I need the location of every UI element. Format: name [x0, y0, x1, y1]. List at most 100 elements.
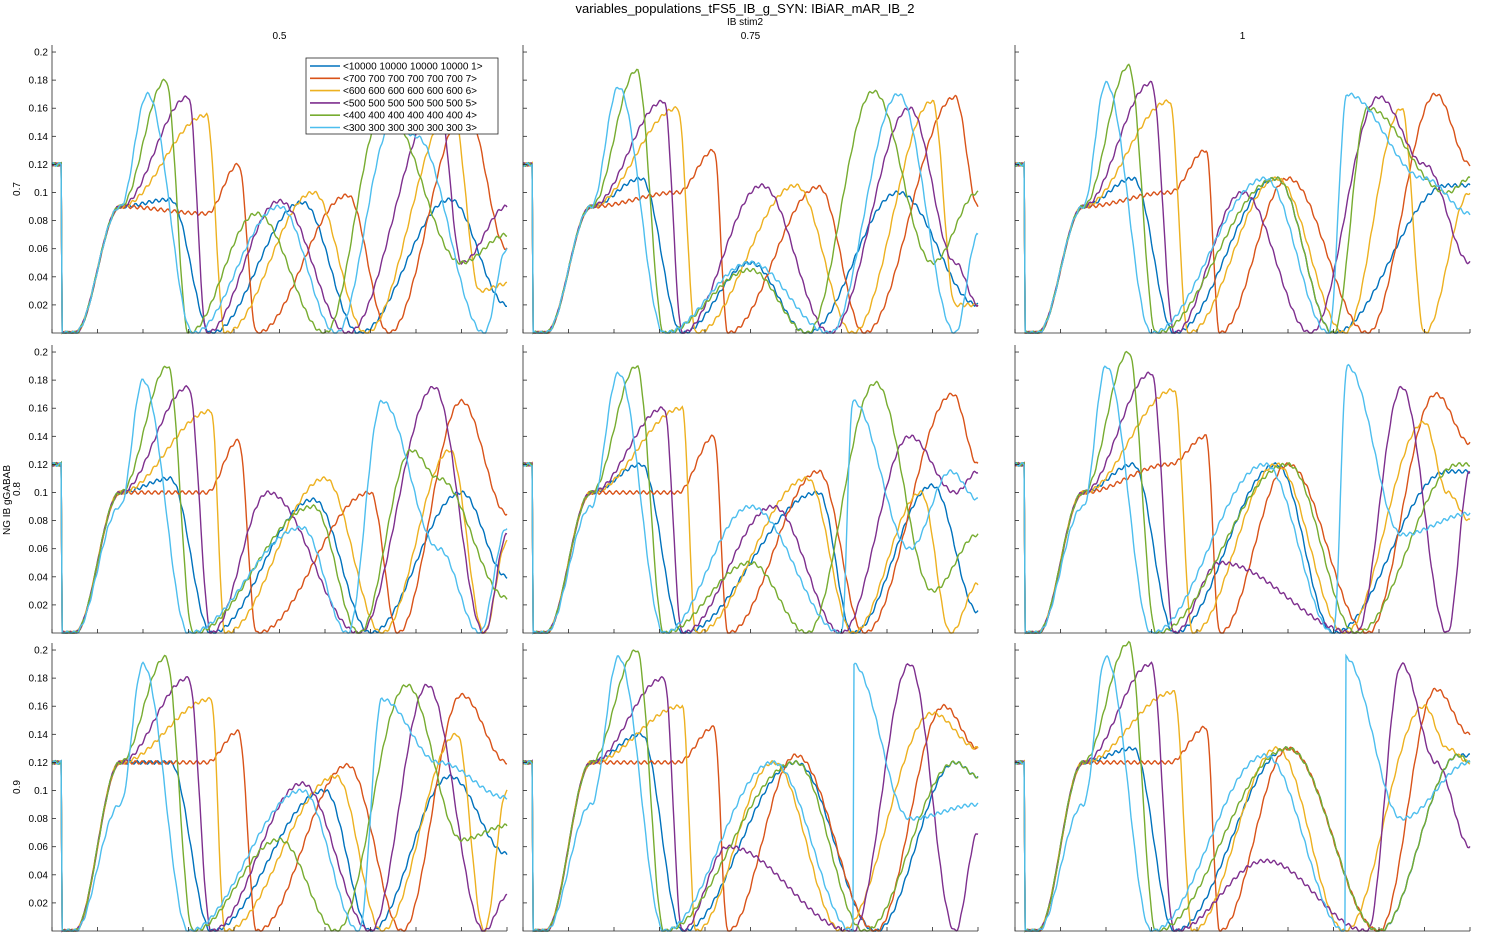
- row-value-label: 0.9: [12, 780, 23, 794]
- series-line-0: [51, 461, 508, 634]
- panel-r2-c0: 02004006008001000120014001600180020000.0…: [12, 643, 519, 938]
- y-tick-label: 0.06: [29, 244, 49, 255]
- y-tick-label: 0.18: [29, 376, 49, 387]
- y-tick-label: 0.16: [29, 702, 49, 713]
- y-tick-label: 0.18: [29, 674, 49, 685]
- series-line-0: [1014, 746, 1471, 933]
- series-line-1: [522, 94, 979, 334]
- legend-entry: <300 300 300 300 300 300 3>: [343, 123, 477, 134]
- series-line-3: [1014, 371, 1471, 634]
- legend-entry: <700 700 700 700 700 700 7>: [343, 74, 477, 85]
- column-value-label: 0.75: [741, 31, 761, 42]
- series-line-5: [51, 661, 508, 932]
- y-tick-label: 0.12: [29, 160, 49, 171]
- panel-r1-c0: 0.02 0.04 0.06 0.08 0.1 0.12 0.14 0.16 0.18 0.2 0.…: [12, 345, 508, 634]
- y-tick-label: 0.02: [29, 898, 49, 909]
- axes-frame: [51, 345, 507, 634]
- series-line-5: [1014, 653, 1471, 932]
- legend: <10000 10000 10000 10000 1><700 700 700 …: [305, 57, 499, 135]
- row-group-header: NG IB gGABAB: [2, 465, 13, 535]
- y-tick-label: 0.2: [34, 48, 48, 59]
- y-tick-label: 0.18: [29, 76, 49, 87]
- panel-r0-c2: 1: [1014, 31, 1471, 335]
- panel-r0-c0: 0.02 0.04 0.06 0.08 0.1 0.12 0.14 0.16 0.18 0.2 0.…: [12, 31, 508, 335]
- y-tick-label: 0.06: [29, 544, 49, 555]
- row-value-label: 0.7: [12, 182, 23, 196]
- y-tick-label: 0.1: [34, 488, 48, 499]
- legend-entry: <500 500 500 500 500 500 5>: [343, 98, 477, 109]
- axes-frame: [522, 345, 978, 634]
- series-line-4: [522, 649, 979, 932]
- column-value-label: 0.5: [273, 31, 287, 42]
- panel-r0-c1: 0.75: [522, 31, 979, 335]
- column-value-label: 1: [1240, 31, 1246, 42]
- axes-frame: [1014, 643, 1470, 932]
- series-line-4: [1014, 350, 1470, 634]
- panel-r1-c2: [1014, 345, 1471, 635]
- series-line-2: [1014, 689, 1471, 932]
- series-line-3: [51, 384, 508, 634]
- series-line-2: [51, 408, 508, 634]
- series-line-4: [522, 365, 979, 634]
- series-line-4: [522, 68, 979, 335]
- series-line-1: [51, 692, 508, 932]
- column-group-header: IB stim2: [727, 17, 764, 28]
- series-line-3: [522, 406, 979, 634]
- panel-r1-c1: [522, 345, 979, 635]
- axes-frame: [522, 45, 978, 334]
- series-line-1: [51, 398, 508, 634]
- series-line-5: [522, 371, 979, 635]
- series-line-5: [51, 378, 508, 634]
- y-tick-label: 0.08: [29, 516, 49, 527]
- legend-entry: <10000 10000 10000 10000 1>: [343, 62, 483, 73]
- series-line-2: [522, 405, 979, 634]
- y-tick-label: 0.08: [29, 814, 49, 825]
- series-line-4: [51, 654, 508, 932]
- y-tick-label: 0.02: [29, 600, 49, 611]
- y-tick-label: 0.04: [29, 572, 49, 583]
- legend-entry: <600 600 600 600 600 600 6>: [343, 86, 477, 97]
- y-tick-label: 0.1: [34, 786, 48, 797]
- panel-grid: 0.02 0.04 0.06 0.08 0.1 0.12 0.14 0.16 0.18 0.2 0.…: [12, 31, 1482, 938]
- y-tick-label: 0.02: [29, 300, 49, 311]
- series-line-1: [522, 392, 979, 635]
- series-line-1: [1014, 92, 1471, 335]
- series-line-1: [51, 105, 508, 334]
- y-tick-label: 0.06: [29, 842, 49, 853]
- series-line-3: [522, 99, 979, 334]
- series-line-0: [1014, 161, 1471, 334]
- series-line-1: [1014, 391, 1471, 634]
- series-line-3: [522, 663, 979, 932]
- series-line-4: [51, 78, 508, 334]
- series-line-5: [522, 86, 979, 334]
- y-tick-label: 0.2: [34, 348, 48, 359]
- series-line-2: [1014, 388, 1471, 635]
- series-line-5: [51, 91, 508, 334]
- figure-title: variables_populations_tFS5_IB_g_SYN: IBi…: [576, 1, 915, 16]
- y-tick-label: 0.1: [34, 188, 48, 199]
- axes-frame: [51, 643, 507, 932]
- series-line-4: [1014, 63, 1471, 334]
- axes-frame: [1014, 45, 1470, 334]
- y-tick-label: 0.14: [29, 432, 49, 443]
- series-line-2: [522, 99, 979, 334]
- y-tick-label: 0.12: [29, 460, 49, 471]
- row-value-label: 0.8: [12, 482, 23, 496]
- y-tick-label: 0.14: [29, 730, 49, 741]
- y-tick-label: 0.16: [29, 104, 49, 115]
- y-tick-label: 0.16: [29, 404, 49, 415]
- legend-entry: <400 400 400 400 400 400 4>: [343, 111, 477, 122]
- series-line-2: [51, 696, 508, 932]
- series-line-5: [1014, 363, 1471, 634]
- series-line-5: [1014, 80, 1471, 334]
- series-line-4: [51, 365, 508, 634]
- series-line-3: [1014, 661, 1471, 932]
- series-line-3: [51, 675, 508, 933]
- series-line-5: [522, 655, 979, 932]
- series-line-3: [1014, 80, 1471, 334]
- series-line-4: [1014, 640, 1471, 933]
- y-tick-label: 0.2: [34, 646, 48, 657]
- series-line-2: [522, 704, 979, 932]
- y-tick-label: 0.08: [29, 216, 49, 227]
